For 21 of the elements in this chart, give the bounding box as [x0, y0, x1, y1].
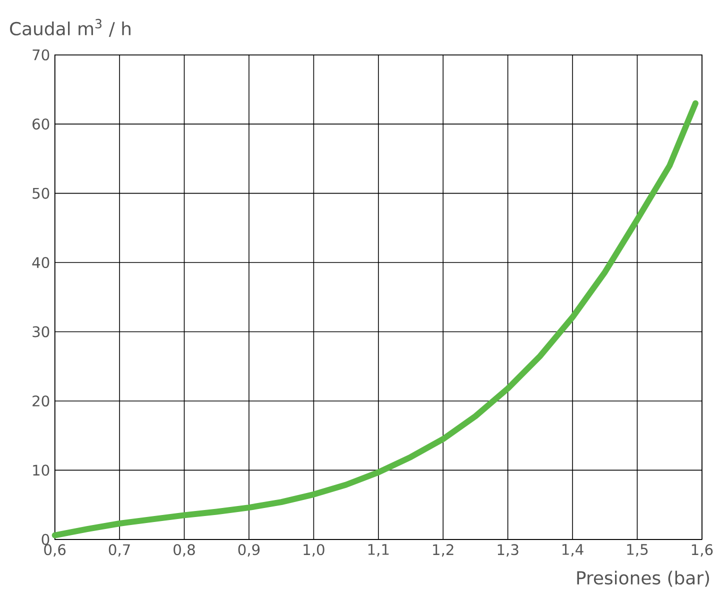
x-tick-label: 1,1: [368, 544, 389, 556]
x-axis-title: Presiones (bar): [577, 570, 709, 587]
x-tick-label: 1,4: [562, 544, 584, 556]
y-tick-label: 20: [32, 395, 50, 406]
y-tick-label: 70: [32, 49, 50, 60]
y-axis-title: Caudal m$^{3}$ / h: [10, 18, 130, 37]
x-tick-label: 1,5: [627, 544, 648, 556]
x-tick-label: 0,9: [238, 544, 260, 557]
y-tick-label: 60: [32, 118, 50, 130]
y-tick-label: 0: [42, 534, 50, 545]
y-tick-label: 40: [32, 256, 50, 268]
x-tick-label: 0,7: [108, 544, 130, 557]
x-tick-label: 1,0: [304, 544, 324, 557]
y-tick-label: 30: [32, 326, 50, 338]
y-tick-label: 10: [33, 464, 50, 476]
x-tick-label: 1,6: [692, 544, 713, 557]
x-tick-label: 0,6: [44, 544, 66, 557]
x-tick-label: 0,8: [174, 544, 195, 557]
x-tick-label: 1,2: [433, 544, 454, 557]
y-tick-label: 50: [32, 188, 50, 199]
x-tick-label: 1,3: [498, 544, 518, 557]
